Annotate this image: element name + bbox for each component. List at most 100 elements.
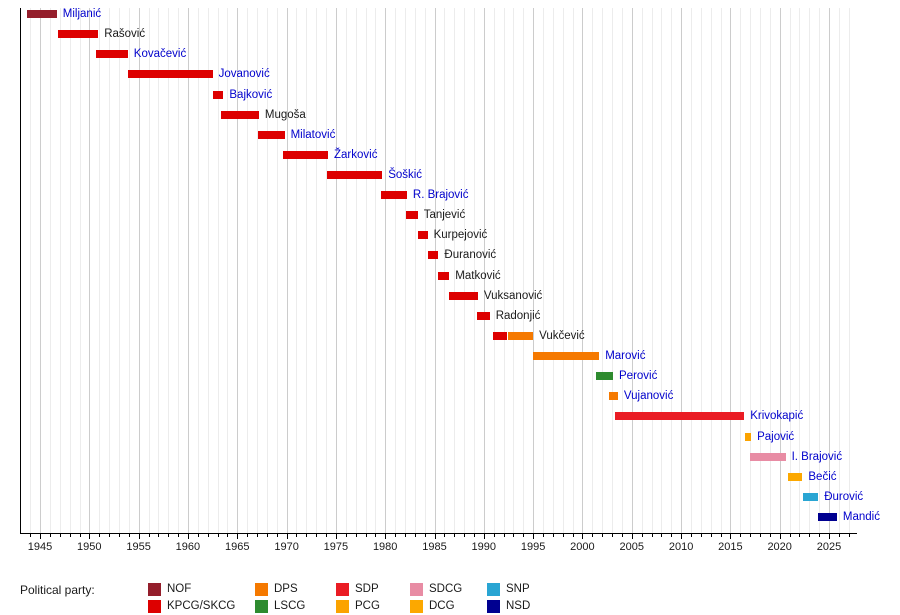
gridline-minor [641, 8, 643, 533]
gridline-minor [444, 8, 446, 533]
row-label[interactable]: Bečić [808, 470, 837, 483]
x-axis-tick [286, 534, 288, 539]
x-axis-tick [69, 534, 71, 537]
x-axis-tick [631, 534, 633, 539]
term-bar-kpcg-skcg [258, 130, 285, 139]
x-axis-tick [690, 534, 692, 537]
x-axis-tick [483, 534, 485, 539]
term-bar-dcg [787, 472, 803, 481]
gridline-major [631, 8, 633, 533]
gridline-minor [848, 8, 850, 533]
gridline-minor [740, 8, 742, 533]
term-bar-sdp [615, 412, 745, 421]
row-label[interactable]: Đurović [824, 490, 864, 503]
row-label[interactable]: Mandić [842, 511, 880, 523]
term-bar-dps [533, 352, 600, 360]
x-axis-tick [464, 534, 466, 537]
row-label[interactable]: Bajković [229, 88, 273, 101]
gridline-minor [414, 8, 416, 533]
x-tick-label: 1945 [27, 541, 53, 553]
term-bar-kpcg-skcg [212, 90, 224, 99]
x-axis-tick [257, 534, 258, 537]
gridline-minor [197, 8, 199, 533]
gridline-major [582, 8, 584, 533]
row-label[interactable]: Marović [605, 350, 646, 362]
gridline-minor [276, 8, 278, 533]
x-tick-label: 2025 [816, 541, 842, 553]
term-bar-dps [609, 392, 618, 401]
row-label[interactable]: Pajović [757, 430, 795, 443]
row-label[interactable]: Šoškić [388, 169, 423, 181]
row-label[interactable]: Kovačević [133, 48, 187, 61]
legend-label: KPCG/SKCG [167, 600, 236, 612]
x-axis-tick [474, 534, 475, 537]
x-tick-label: 1950 [77, 541, 102, 553]
gridline-minor [621, 8, 623, 533]
row-label[interactable]: Vujanović [623, 390, 674, 403]
row-label[interactable]: R. Brajović [412, 189, 469, 202]
x-tick-label: 2000 [570, 541, 595, 553]
gridline-major [385, 8, 387, 533]
row-label[interactable]: Perović [619, 370, 658, 383]
gridline-major [829, 8, 830, 533]
row-label[interactable]: Krivokapić [750, 410, 804, 423]
gridline-major [730, 8, 732, 533]
x-axis-tick [79, 534, 81, 537]
x-axis-tick [760, 534, 761, 537]
x-axis-tick [355, 534, 357, 537]
row-label[interactable]: I. Brajović [791, 450, 843, 463]
gridline-minor [404, 8, 406, 533]
term-bar-nof [27, 10, 57, 18]
x-axis-tick [434, 534, 436, 539]
gridline-minor [257, 8, 258, 533]
x-axis-tick [424, 534, 426, 537]
x-axis-tick [592, 534, 594, 537]
gridline-minor [602, 8, 604, 533]
gridline-minor [118, 8, 120, 533]
x-axis-tick [178, 534, 180, 537]
x-axis-tick [809, 534, 811, 537]
row-label: Matković [455, 269, 501, 282]
x-axis-tick [385, 534, 387, 539]
x-tick-label: 1960 [175, 541, 201, 553]
gridline-minor [493, 8, 495, 533]
gridline-minor [720, 8, 722, 533]
gridline-minor [464, 8, 466, 533]
x-axis-tick [266, 534, 268, 537]
x-axis-tick [829, 534, 830, 539]
gridline-minor [750, 8, 752, 533]
legend-swatch-nof [148, 583, 161, 596]
legend-swatch-pcg [336, 600, 349, 613]
row-label[interactable]: Milatović [290, 128, 336, 141]
gridline-minor [523, 8, 525, 533]
row-label[interactable]: Jovanović [218, 68, 270, 81]
gridline-minor [789, 8, 791, 533]
term-bar-kpcg-skcg [282, 150, 328, 159]
gridline-minor [59, 8, 61, 533]
x-axis-tick [819, 534, 821, 537]
x-tick-label: 1970 [274, 541, 299, 553]
term-bar-pcg [745, 432, 752, 441]
gridline-minor [809, 8, 811, 533]
x-axis-tick [651, 534, 653, 537]
row-label: Rašović [104, 28, 146, 41]
row-label[interactable]: Žarković [334, 148, 378, 161]
row-label[interactable]: Miljanić [62, 8, 102, 20]
x-axis-tick [572, 534, 574, 537]
x-tick-label: 1955 [126, 541, 151, 553]
legend-title: Political party: [20, 583, 95, 597]
x-tick-label: 1995 [520, 541, 546, 553]
legend-swatch-kpcg-skcg [148, 600, 161, 613]
x-axis-tick [582, 534, 584, 539]
x-axis-tick [345, 534, 347, 537]
x-axis-tick [493, 534, 495, 537]
x-axis-tick [444, 534, 446, 537]
x-axis-tick [513, 534, 515, 537]
x-axis-tick [720, 534, 722, 537]
x-tick-label: 1980 [372, 541, 398, 553]
x-axis-tick [533, 534, 535, 539]
x-axis-tick [207, 534, 209, 537]
gridline-minor [819, 8, 821, 533]
